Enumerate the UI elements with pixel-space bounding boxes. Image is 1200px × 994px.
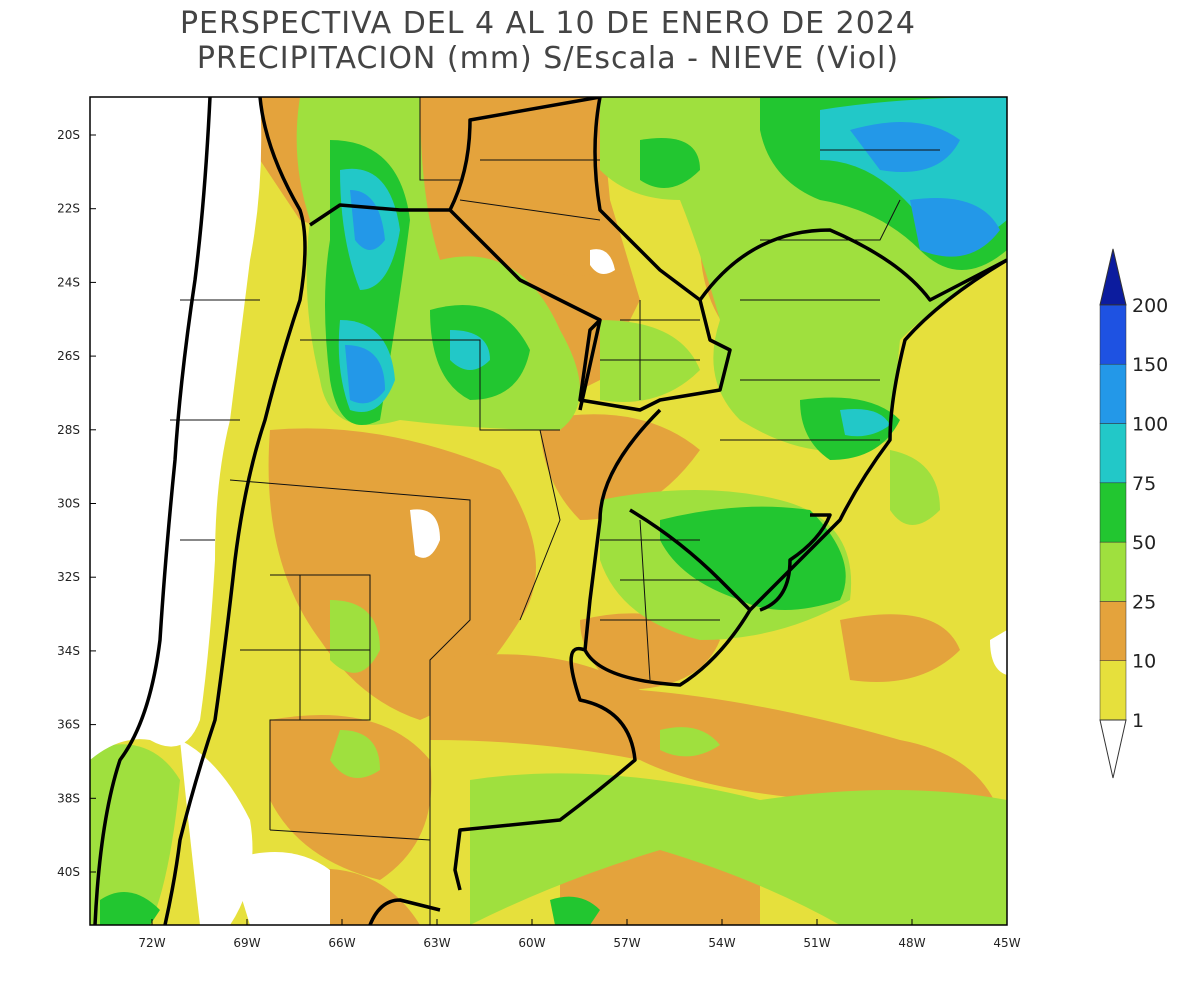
lat-label: 32S: [57, 570, 80, 584]
colorbar-top-arrow: [1099, 248, 1127, 306]
lon-label: 54W: [708, 936, 735, 950]
colorbar-segment: [1099, 304, 1127, 365]
precip-field: [90, 97, 1007, 925]
colorbar-segment: [1099, 601, 1127, 661]
colorbar-segment: [1099, 363, 1127, 424]
colorbar-label: 25: [1132, 591, 1156, 613]
colorbar-segment: [1099, 660, 1127, 721]
colorbar-label: 10: [1132, 651, 1156, 673]
lat-label: 34S: [57, 644, 80, 658]
lat-label: 20S: [57, 128, 80, 142]
province-lines: [170, 97, 940, 925]
colorbar-segment: [1099, 482, 1127, 543]
colorbar-segment: [1099, 423, 1127, 484]
lat-label: 38S: [57, 791, 80, 805]
lat-label: 22S: [57, 202, 80, 216]
colorbar: 1 10 25 50 75 100 150 200: [1099, 248, 1168, 779]
lat-label: 24S: [57, 275, 80, 289]
lon-label: 69W: [233, 936, 260, 950]
lon-label: 57W: [613, 936, 640, 950]
lat-label: 30S: [57, 497, 80, 511]
lat-label: 36S: [57, 718, 80, 732]
lat-label: 28S: [57, 423, 80, 437]
lon-label: 66W: [328, 936, 355, 950]
colorbar-label: 50: [1132, 532, 1156, 554]
colorbar-label: 100: [1132, 414, 1168, 436]
title: PERSPECTIVA DEL 4 AL 10 DE ENERO DE 2024: [180, 6, 916, 41]
colorbar-bottom-arrow: [1099, 719, 1127, 779]
lat-label: 40S: [57, 865, 80, 879]
colorbar-label: 1: [1132, 710, 1144, 732]
lon-label: 63W: [423, 936, 450, 950]
colorbar-label: 200: [1132, 295, 1168, 317]
lon-label: 48W: [898, 936, 925, 950]
lon-label: 72W: [138, 936, 165, 950]
map-frame: [89, 96, 1008, 926]
subtitle: PRECIPITACION (mm) S/Escala - NIEVE (Vio…: [197, 41, 899, 76]
colorbar-label: 75: [1132, 473, 1156, 495]
lon-label: 45W: [993, 936, 1020, 950]
axes: 20S 22S 24S 26S 28S 30S 32S 34S 36S 38S 40S 72W 69W 6…: [57, 128, 1021, 950]
lon-label: 51W: [803, 936, 830, 950]
colorbar-segment: [1099, 541, 1127, 602]
lon-label: 60W: [518, 936, 545, 950]
country-borders: [93, 97, 1007, 925]
lat-label: 26S: [57, 349, 80, 363]
colorbar-label: 150: [1132, 354, 1168, 376]
